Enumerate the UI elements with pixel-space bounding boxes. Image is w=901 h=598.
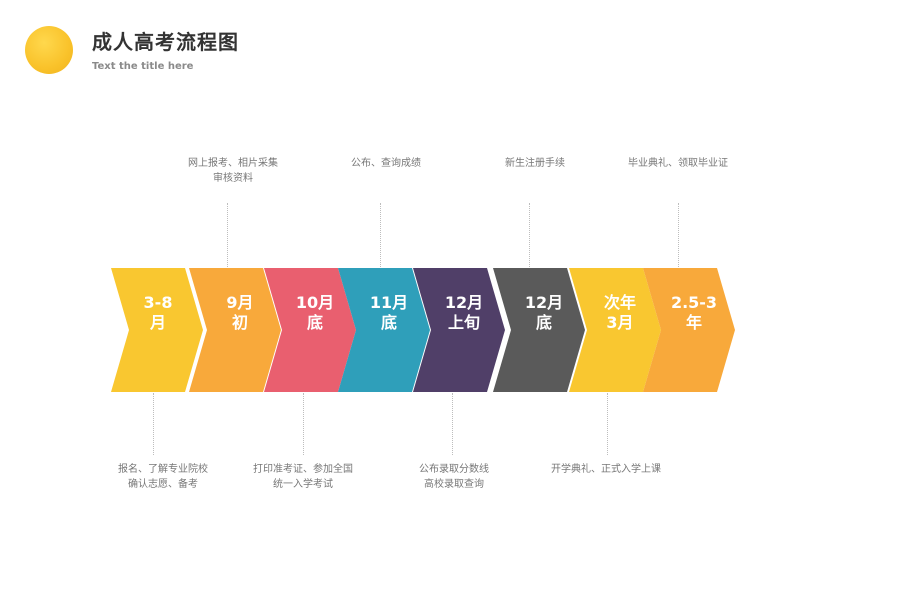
connector-top-1: [227, 203, 228, 267]
connector-top-2: [380, 203, 381, 267]
chevron-step-2: [189, 268, 281, 392]
chevron-step-5: [413, 268, 505, 392]
note-bottom-2: 打印准考证、参加全国 统一入学考试: [253, 464, 353, 490]
page-title: 成人高考流程图: [92, 30, 239, 54]
step-label-8: 2.5-3 年: [670, 293, 718, 332]
connector-bottom-3: [452, 393, 453, 455]
step-label-2: 9月 初: [226, 293, 254, 332]
note-top-2: 公布、查询成绩: [351, 158, 421, 169]
connector-bottom-1: [153, 393, 154, 455]
page-subtitle: Text the title here: [92, 61, 194, 72]
note-top-3: 新生注册手续: [505, 158, 565, 169]
logo-circle: [25, 26, 73, 74]
step-label-4: 11月 底: [369, 293, 409, 332]
step-label-5: 12月 上旬: [444, 293, 484, 332]
chevron-step-1: [111, 268, 203, 392]
step-label-6: 12月 底: [524, 293, 564, 332]
chevron-step-7: [569, 268, 661, 392]
chevron-step-4: [338, 268, 430, 392]
chevron-step-3: [264, 268, 356, 392]
note-bottom-4: 开学典礼、正式入学上课: [551, 464, 661, 475]
connector-top-4: [678, 203, 679, 267]
chevron-step-8: [643, 268, 735, 392]
note-top-4: 毕业典礼、领取毕业证: [628, 158, 728, 169]
connector-bottom-2: [303, 393, 304, 455]
connector-top-3: [529, 203, 530, 267]
step-label-7: 次年 3月: [603, 293, 636, 332]
chevron-step-6: [493, 268, 585, 392]
step-label-1: 3-8 月: [143, 293, 173, 332]
note-top-1: 网上报考、相片采集 审核资料: [188, 158, 278, 184]
note-bottom-3: 公布录取分数线 高校录取查询: [419, 464, 489, 490]
note-bottom-1: 报名、了解专业院校 确认志愿、备考: [118, 464, 208, 490]
connector-bottom-4: [607, 393, 608, 455]
step-label-3: 10月 底: [295, 293, 335, 332]
